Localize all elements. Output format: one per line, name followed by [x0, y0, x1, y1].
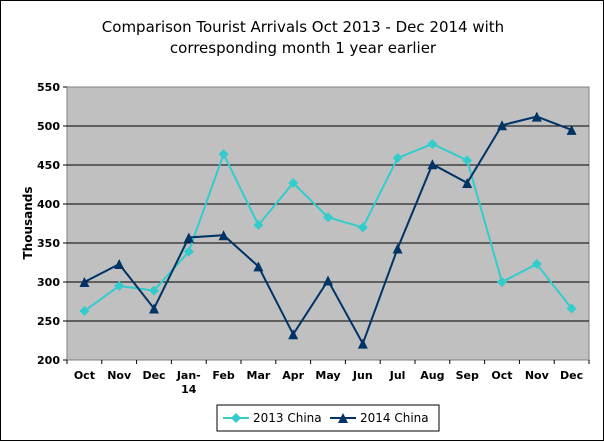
y-axis-label: Thousands: [21, 186, 35, 259]
x-tick-label-3: Jan-14: [176, 369, 201, 396]
data-point-2014-china-4: [218, 230, 229, 241]
data-point-2014-china-13: [531, 111, 542, 122]
data-point-2013-china-1: [114, 280, 125, 291]
x-tick-label-4: Feb: [212, 369, 235, 382]
grid-lines: [67, 125, 589, 322]
plot-area: [66, 86, 590, 361]
data-point-2013-china-2: [149, 285, 159, 296]
series-2014-china: [79, 111, 577, 349]
x-tick-label-6: Apr: [282, 369, 304, 382]
data-point-2013-china-11: [462, 155, 473, 166]
y-tick-label-200: 200: [37, 354, 60, 367]
y-axis-ticks: 200 250 300 350 400 450 500 550: [37, 81, 67, 367]
x-tick-label-14: Dec: [560, 369, 583, 382]
data-point-2014-china-9: [392, 243, 403, 254]
chart-title-line-1: Comparison Tourist Arrivals Oct 2013 - D…: [102, 18, 504, 36]
legend-box: [216, 404, 440, 432]
x-tick-label-5: Mar: [247, 369, 271, 382]
x-tick-label-9: Jul: [389, 369, 406, 382]
data-point-2014-china-10: [427, 159, 438, 170]
x-tick-label-13: Nov: [525, 369, 550, 382]
y-tick-label-450: 450: [37, 159, 60, 172]
x-tick-label-11: Sep: [456, 369, 479, 382]
data-point-2014-china-8: [357, 338, 368, 349]
data-point-2014-china-14: [566, 124, 577, 135]
x-tick-label-10: Aug: [420, 369, 444, 382]
x-tick-label-12: Oct: [491, 369, 512, 382]
data-point-2013-china-3: [183, 246, 194, 257]
data-point-2014-china-6: [288, 329, 299, 340]
legend-marker-2013-china: [231, 413, 241, 423]
chart-title-line-2: corresponding month 1 year earlier: [170, 39, 437, 57]
data-point-2013-china-13: [531, 259, 542, 270]
x-axis-ticks: Oct Nov Dec Jan-14 Feb Mar Apr May Jun Jul Aug Sep O…: [66, 360, 590, 396]
x-tick-label-7: May: [315, 369, 340, 382]
series-layer: [79, 111, 577, 349]
data-point-2014-china-3: [183, 232, 194, 243]
data-point-2013-china-4: [218, 149, 229, 160]
y-tick-label-300: 300: [37, 276, 60, 289]
data-point-2013-china-6: [288, 177, 299, 188]
y-tick-label-400: 400: [37, 198, 60, 211]
data-point-2013-china-7: [323, 212, 333, 223]
data-point-2014-china-11: [462, 177, 473, 188]
y-tick-label-350: 350: [37, 237, 60, 250]
x-tick-label-0: Oct: [74, 369, 95, 382]
x-tick-label-1: Nov: [107, 369, 132, 382]
data-point-2014-china-12: [497, 120, 507, 131]
series-2013-china: [79, 138, 577, 316]
x-tick-label-8: Jun: [352, 369, 373, 382]
data-point-2014-china-2: [149, 303, 159, 314]
legend-label-2013-china: 2013 China: [253, 411, 322, 425]
legend: 2013 China 2014 China: [216, 404, 440, 432]
legend-label-2014-china: 2014 China: [360, 411, 429, 425]
data-point-2013-china-14: [566, 303, 577, 314]
data-point-2014-china-7: [323, 275, 333, 286]
x-tick-label-2: Dec: [142, 369, 165, 382]
legend-marker-2014-china: [338, 413, 348, 423]
data-point-2013-china-9: [392, 152, 403, 163]
data-point-2014-china-1: [114, 259, 125, 270]
y-tick-label-250: 250: [37, 315, 60, 328]
data-point-2013-china-0: [79, 305, 90, 316]
data-point-2013-china-12: [497, 277, 507, 287]
data-point-2014-china-0: [79, 277, 90, 287]
data-point-2013-china-8: [357, 222, 368, 233]
data-point-2014-china-5: [253, 261, 264, 272]
y-tick-label-500: 500: [37, 120, 60, 133]
y-tick-label-550: 550: [37, 81, 60, 94]
data-point-2013-china-5: [253, 220, 264, 231]
data-point-2013-china-10: [427, 138, 438, 149]
